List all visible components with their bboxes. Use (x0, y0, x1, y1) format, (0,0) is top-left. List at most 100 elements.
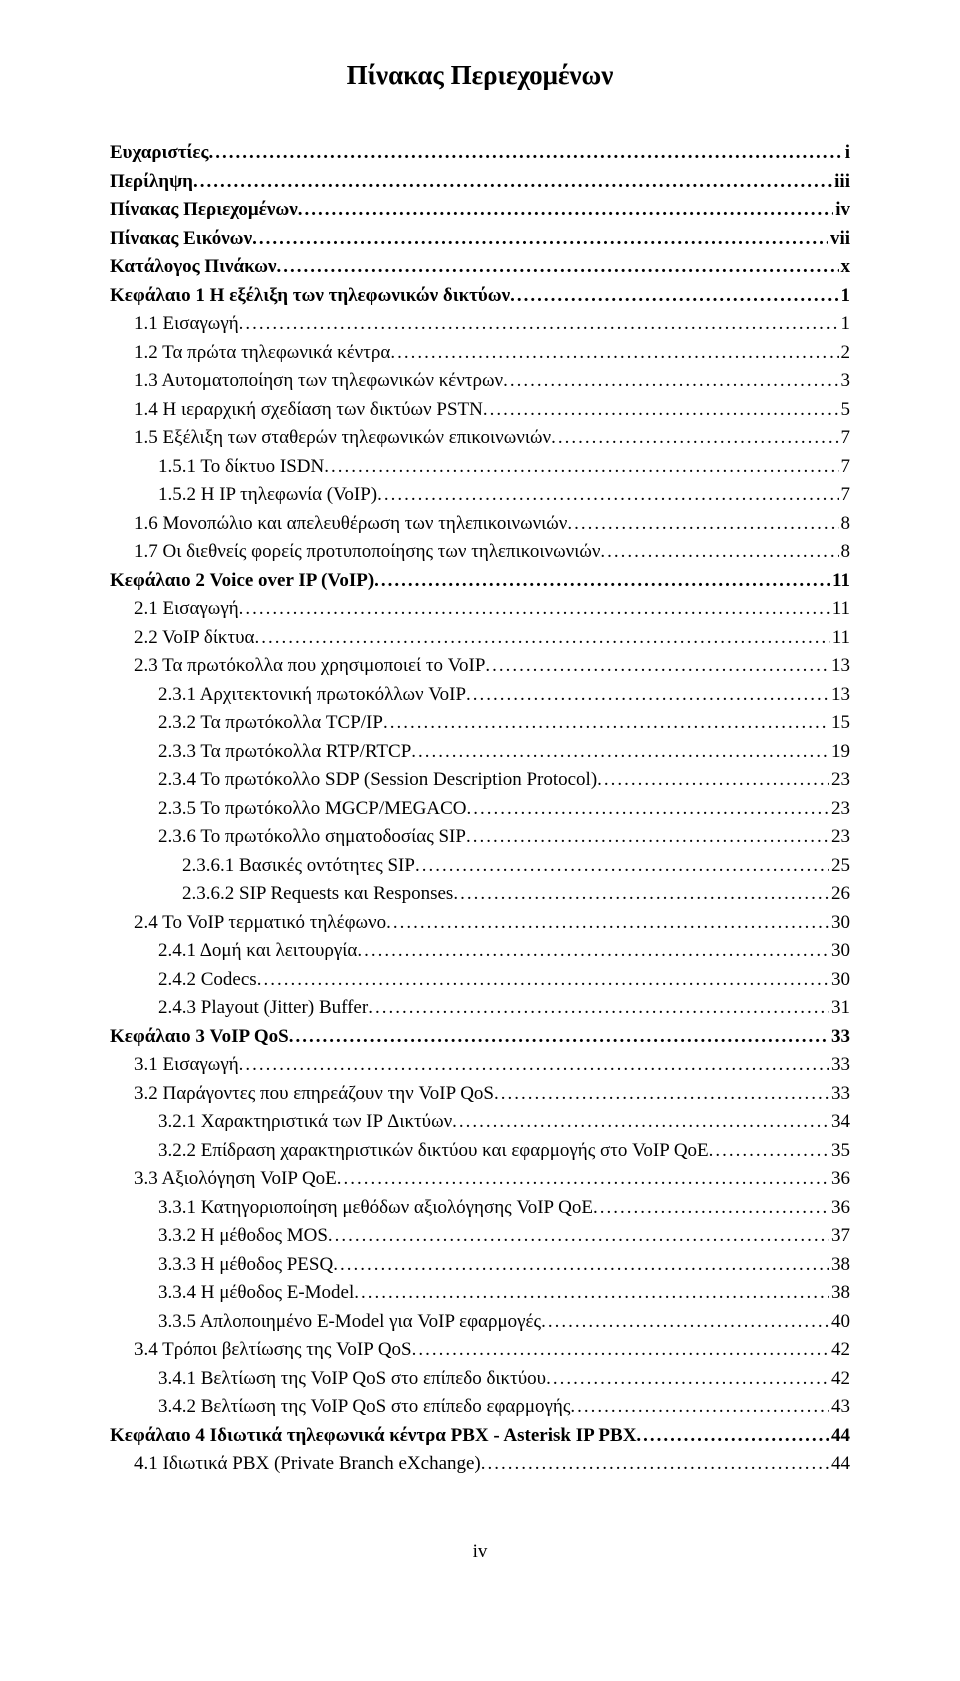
toc-entry-label: 1.3 Αυτοματοποίηση των τηλεφωνικών κέντρ… (134, 367, 503, 396)
toc-entry-page: 43 (829, 1393, 850, 1422)
page-number: iv (110, 1541, 850, 1563)
toc-entry-label: Πίνακας Περιεχομένων (110, 196, 298, 225)
toc-leader-dots (298, 196, 834, 225)
toc-leader-dots (354, 1279, 829, 1308)
toc-entry: 3.4 Τρόποι βελτίωσης της VoIP QoS 42 (110, 1336, 850, 1365)
toc-entry: 2.3.2 Τα πρωτόκολλα TCP/IP 15 (110, 709, 850, 738)
toc-entry: 3.3.2 Η μέθοδος MOS37 (110, 1222, 850, 1251)
toc-entry-label: 2.4 Το VoIP τερματικό τηλέφωνο (134, 909, 386, 938)
toc-entry: Κατάλογος Πινάκωνx (110, 253, 850, 282)
toc-entry-label: Κεφάλαιο 4 Ιδιωτικά τηλεφωνικά κέντρα PB… (110, 1422, 636, 1451)
toc-entry-label: 1.5 Εξέλιξη των σταθερών τηλεφωνικών επι… (134, 424, 551, 453)
toc-entry-page: 37 (829, 1222, 850, 1251)
toc-entry-label: Ευχαριστίες (110, 139, 209, 168)
toc-entry-page: 7 (839, 453, 851, 482)
toc-leader-dots (503, 367, 838, 396)
toc-entry: Κεφάλαιο 2 Voice over IP (VoIP) 11 (110, 567, 850, 596)
toc-entry-label: Κεφάλαιο 3 VoIP QoS (110, 1023, 289, 1052)
toc-leader-dots (357, 937, 829, 966)
toc-leader-dots (239, 1051, 829, 1080)
toc-entry: 2.3.4 Το πρωτόκολλο SDP (Session Descrip… (110, 766, 850, 795)
toc-entry-page: 7 (839, 424, 851, 453)
toc-leader-dots (494, 1080, 829, 1109)
toc-entry-page: 13 (829, 681, 850, 710)
toc-entry: 4.1 Ιδιωτικά PBX (Private Branch eXchang… (110, 1450, 850, 1479)
toc-entry-label: 3.2.2 Επίδραση χαρακτηριστικών δικτύου κ… (158, 1137, 709, 1166)
toc-entry-page: 42 (829, 1365, 850, 1394)
toc-entry-page: 3 (839, 367, 851, 396)
toc-leader-dots (411, 738, 829, 767)
document-page: Πίνακας Περιεχομένων ΕυχαριστίεςiΠερίληψ… (0, 0, 960, 1613)
toc-leader-dots (466, 795, 829, 824)
toc-entry-page: 11 (830, 595, 850, 624)
toc-leader-dots (481, 1450, 829, 1479)
toc-entry-page: 25 (829, 852, 850, 881)
toc-entry: 2.2 VoIP δίκτυα11 (110, 624, 850, 653)
toc-leader-dots (277, 253, 839, 282)
toc-entry: Πίνακας Εικόνωνvii (110, 225, 850, 254)
toc-leader-dots (600, 538, 838, 567)
toc-entry-label: Κεφάλαιο 2 Voice over IP (VoIP) (110, 567, 374, 596)
toc-entry: 1.5.2 Η IP τηλεφωνία (VoIP)7 (110, 481, 850, 510)
toc-entry-page: iv (833, 196, 850, 225)
toc-leader-dots (193, 168, 832, 197)
toc-entry-page: 15 (829, 709, 850, 738)
toc-entry: 3.4.2 Βελτίωση της VoIP QoS στο επίπεδο … (110, 1393, 850, 1422)
toc-leader-dots (239, 310, 839, 339)
toc-entry-page: 19 (829, 738, 850, 767)
toc-entry: 2.4.2 Codecs30 (110, 966, 850, 995)
toc-entry-label: 2.3 Τα πρωτόκολλα που χρησιμοποιεί το Vo… (134, 652, 485, 681)
toc-entry: 3.3 Αξιολόγηση VoIP QoE 36 (110, 1165, 850, 1194)
toc-entry-label: 2.3.2 Τα πρωτόκολλα TCP/IP (158, 709, 383, 738)
toc-entry-page: vii (828, 225, 850, 254)
toc-entry: Περίληψηiii (110, 168, 850, 197)
toc-entry-page: 11 (830, 624, 850, 653)
toc-entry: Κεφάλαιο 1 Η εξέλιξη των τηλεφωνικών δικ… (110, 282, 850, 311)
toc-entry-label: 1.6 Μονοπώλιο και απελευθέρωση των τηλεπ… (134, 510, 567, 539)
toc-entry: 1.5.1 Το δίκτυο ISDN 7 (110, 453, 850, 482)
toc-leader-dots (239, 595, 830, 624)
toc-entry-label: 1.4 Η ιεραρχική σχεδίαση των δικτύων PST… (134, 396, 483, 425)
toc-entry-page: 1 (839, 282, 851, 311)
toc-entry-label: 2.3.3 Τα πρωτόκολλα RTP/RTCP (158, 738, 411, 767)
toc-entry-page: 42 (829, 1336, 850, 1365)
toc-entry-page: 5 (839, 396, 851, 425)
toc-entry-label: Περίληψη (110, 168, 193, 197)
toc-list: ΕυχαριστίεςiΠερίληψηiiiΠίνακας Περιεχομέ… (110, 139, 850, 1479)
toc-entry-page: 23 (829, 795, 850, 824)
toc-entry: 1.3 Αυτοματοποίηση των τηλεφωνικών κέντρ… (110, 367, 850, 396)
toc-entry-label: 1.1 Εισαγωγή (134, 310, 239, 339)
toc-entry-page: 36 (829, 1165, 850, 1194)
toc-entry-label: 3.3 Αξιολόγηση VoIP QoE (134, 1165, 337, 1194)
toc-entry-label: 2.4.1 Δομή και λειτουργία (158, 937, 357, 966)
toc-leader-dots (485, 652, 829, 681)
toc-entry: 1.1 Εισαγωγή1 (110, 310, 850, 339)
toc-entry-label: 3.2 Παράγοντες που επηρεάζουν την VoIP Q… (134, 1080, 494, 1109)
toc-entry: 3.2.1 Χαρακτηριστικά των IP Δικτύων34 (110, 1108, 850, 1137)
toc-leader-dots (289, 1023, 829, 1052)
toc-leader-dots (551, 424, 838, 453)
toc-entry-page: 33 (829, 1023, 850, 1052)
toc-entry-label: 2.3.6 Το πρωτόκολλο σηματοδοσίας SIP (158, 823, 466, 852)
toc-entry-page: 33 (829, 1051, 850, 1080)
toc-title: Πίνακας Περιεχομένων (110, 60, 850, 91)
toc-entry-page: 36 (829, 1194, 850, 1223)
toc-entry-label: 4.1 Ιδιωτικά PBX (Private Branch eXchang… (134, 1450, 481, 1479)
toc-entry-label: Κατάλογος Πινάκων (110, 253, 277, 282)
toc-entry-page: 7 (839, 481, 851, 510)
toc-entry-page: 38 (829, 1279, 850, 1308)
toc-entry-page: 2 (839, 339, 851, 368)
toc-entry-label: 1.5.1 Το δίκτυο ISDN (158, 453, 324, 482)
toc-entry: Κεφάλαιο 4 Ιδιωτικά τηλεφωνικά κέντρα PB… (110, 1422, 850, 1451)
toc-leader-dots (593, 1194, 829, 1223)
toc-entry-page: 30 (829, 937, 850, 966)
toc-entry-label: 3.4 Τρόποι βελτίωσης της VoIP QoS (134, 1336, 412, 1365)
toc-entry-page: 13 (829, 652, 850, 681)
toc-leader-dots (453, 880, 829, 909)
toc-entry-label: 2.3.6.1 Βασικές οντότητες SIP (182, 852, 415, 881)
toc-entry-label: 1.2 Τα πρώτα τηλεφωνικά κέντρα (134, 339, 390, 368)
toc-entry-label: 2.3.5 Το πρωτόκολλο MGCP/MEGACO (158, 795, 466, 824)
toc-entry-page: 8 (839, 538, 851, 567)
toc-entry-page: 11 (830, 567, 850, 596)
toc-entry: 2.3.5 Το πρωτόκολλο MGCP/MEGACO 23 (110, 795, 850, 824)
